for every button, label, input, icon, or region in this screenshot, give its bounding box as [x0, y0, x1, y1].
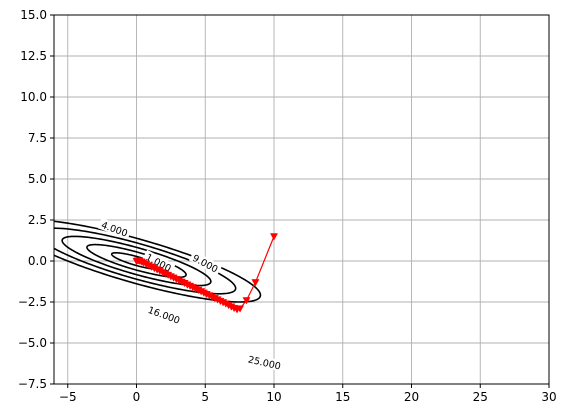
- y-tick-label: −7.5: [18, 377, 47, 391]
- x-tick-label: 30: [541, 390, 556, 404]
- y-tick-label: −5.0: [18, 336, 47, 350]
- y-tick-label: −2.5: [18, 295, 47, 309]
- y-tick-label: 15.0: [20, 8, 47, 22]
- x-tick-label: 10: [266, 390, 281, 404]
- y-tick-label: 5.0: [28, 172, 47, 186]
- x-tick-label: 20: [404, 390, 419, 404]
- x-tick-label: −5: [59, 390, 77, 404]
- y-tick-label: 12.5: [20, 49, 47, 63]
- y-tick-label: 2.5: [28, 213, 47, 227]
- y-tick-label: 7.5: [28, 131, 47, 145]
- x-tick-label: 5: [201, 390, 209, 404]
- x-tick-label: 25: [473, 390, 488, 404]
- y-tick-label: 0.0: [28, 254, 47, 268]
- x-tick-label: 15: [335, 390, 350, 404]
- y-tick-label: 10.0: [20, 90, 47, 104]
- x-tick-label: 0: [133, 390, 141, 404]
